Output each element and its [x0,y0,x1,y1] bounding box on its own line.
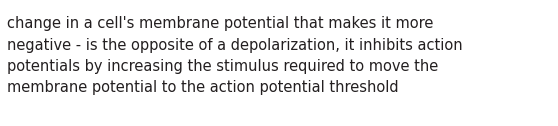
Text: change in a cell's membrane potential that makes it more
negative - is the oppos: change in a cell's membrane potential th… [7,16,463,95]
